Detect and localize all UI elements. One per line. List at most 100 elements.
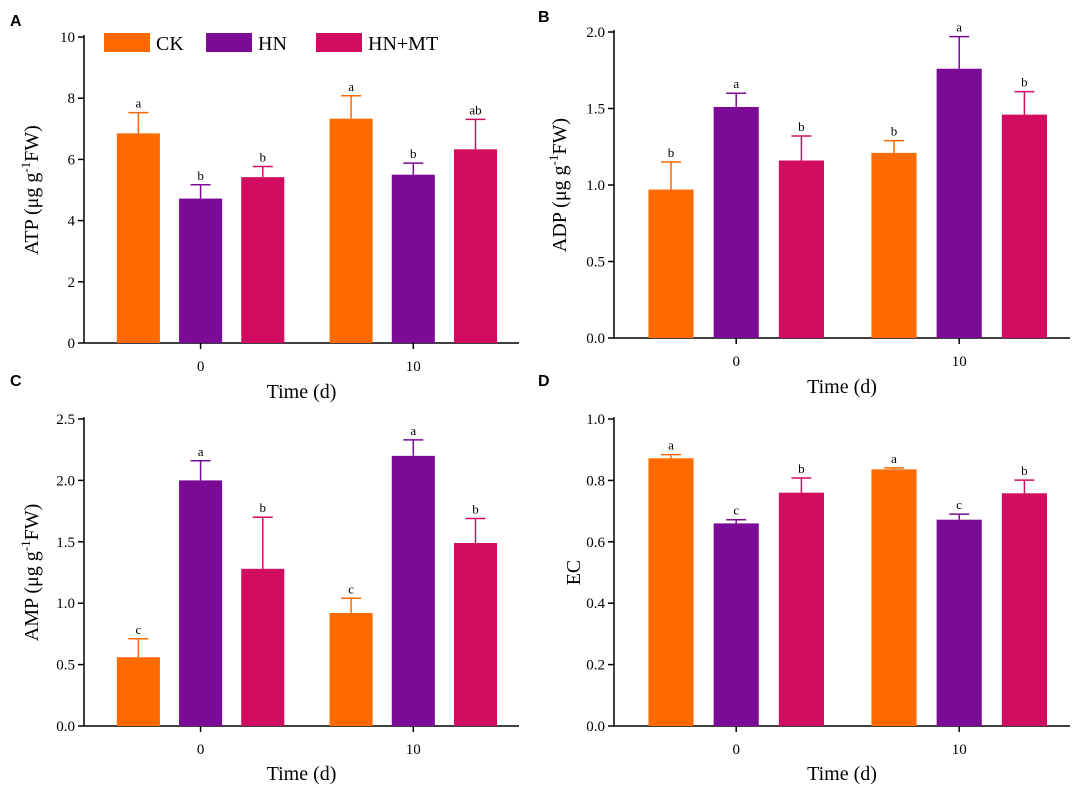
significance-letter: a (956, 20, 962, 35)
y-tick-label: 0.2 (586, 658, 605, 674)
bar (778, 492, 824, 726)
x-axis-title: Time (d) (267, 381, 337, 403)
significance-letter: b (798, 119, 805, 134)
bar (936, 519, 982, 726)
y-tick-label: 10 (60, 30, 75, 46)
bar (391, 455, 435, 726)
x-axis-title: Time (d) (807, 376, 877, 398)
y-tick-label: 0 (68, 336, 76, 352)
significance-letter: b (668, 145, 675, 160)
x-tick-label: 0 (197, 359, 205, 375)
panel-letter: D (538, 373, 550, 390)
y-axis-title-main: AMP (μg g (21, 551, 43, 641)
y-tick-label: 2.0 (586, 25, 605, 41)
bar (1001, 493, 1047, 726)
panel-D: D 0.0 0.2 0.4 0.6 0.8 1.0 0 10 Time (d) EC a a c c b b (538, 373, 1070, 785)
y-axis-title-superscript: -1 (546, 155, 561, 166)
x-tick-label: 0 (197, 742, 205, 758)
bar (116, 133, 160, 343)
significance-letter: a (135, 96, 141, 111)
significance-letter: b (260, 149, 267, 164)
y-tick-label: 2.0 (56, 473, 75, 489)
significance-letter: a (348, 79, 354, 94)
significance-letter: b (197, 168, 204, 183)
bar (241, 177, 285, 343)
y-tick-label: 1.0 (586, 178, 605, 194)
y-axis-title-main: ATP (μg g (21, 173, 43, 255)
y-axis-title-superscript: -1 (18, 162, 33, 173)
y-axis-title: ADP (μg g-1FW) (546, 118, 571, 252)
x-tick-label: 10 (406, 359, 421, 375)
panel-letter: C (10, 373, 22, 390)
bar (329, 118, 373, 344)
y-axis-title-unit: FW) (21, 504, 43, 541)
y-tick-label: 1.5 (56, 535, 75, 551)
x-axis-title: Time (d) (807, 763, 877, 785)
panel-B: B 0.0 0.5 1.0 1.5 2.0 0 10 Time (d) ADP (μg g-1FW… (538, 9, 1070, 398)
significance-letter: b (260, 500, 267, 515)
y-tick-label: 0.4 (586, 596, 605, 612)
y-tick-label: 8 (68, 91, 76, 107)
bar (648, 189, 694, 338)
significance-letter: b (1021, 463, 1028, 478)
legend: CK HN HN+MT (104, 33, 438, 55)
y-tick-label: 1.5 (586, 102, 605, 118)
panel-letter: A (10, 13, 22, 30)
significance-letter: c (956, 497, 962, 512)
bar (936, 68, 982, 338)
y-axis-title-unit: FW) (549, 118, 571, 155)
y-axis-title: EC (563, 560, 585, 586)
y-tick-label: 0.6 (586, 535, 605, 551)
legend-label: CK (156, 33, 184, 55)
y-tick-label: 0.0 (586, 719, 605, 735)
x-tick-label: 0 (732, 354, 740, 370)
bar (179, 198, 223, 343)
y-tick-label: 0.5 (586, 255, 605, 271)
y-tick-label: 6 (68, 152, 76, 168)
y-axis-title-superscript: -1 (18, 540, 33, 551)
significance-letter: a (733, 76, 739, 91)
legend-label: HN+MT (368, 33, 438, 55)
bar (778, 160, 824, 338)
panel-letter: B (538, 9, 550, 26)
bar (453, 149, 498, 343)
x-tick-label: 10 (952, 742, 967, 758)
x-tick-label: 10 (952, 354, 967, 370)
significance-letter: b (891, 124, 898, 139)
bar (1001, 114, 1047, 339)
bar (241, 568, 285, 726)
y-axis-title-main: EC (563, 560, 585, 586)
x-tick-label: 10 (406, 742, 421, 758)
significance-letter: b (798, 461, 805, 476)
x-tick-label: 0 (732, 742, 740, 758)
y-tick-label: 0.0 (586, 331, 605, 347)
y-tick-label: 0.5 (56, 658, 75, 674)
bar (391, 174, 435, 343)
significance-letter: b (1021, 75, 1028, 90)
y-tick-label: 1.0 (56, 596, 75, 612)
bar (871, 152, 917, 338)
y-axis-title: ATP (μg g-1FW) (18, 125, 43, 255)
significance-letter: a (891, 451, 897, 466)
bar (453, 543, 498, 726)
legend-swatch (206, 33, 252, 52)
significance-letter: b (410, 146, 417, 161)
panel-C: C 0.0 0.5 1.0 1.5 2.0 2.5 0 10 Time (d) AMP (μg g-… (10, 373, 519, 785)
bar (713, 106, 759, 338)
y-tick-label: 4 (68, 214, 76, 230)
y-axis-title-main: ADP (μg g (549, 165, 571, 252)
bar (648, 458, 694, 726)
y-tick-label: 0.0 (56, 719, 75, 735)
significance-letter: b (472, 501, 479, 516)
bar (713, 523, 759, 726)
significance-letter: a (668, 438, 674, 453)
bar (179, 480, 223, 726)
y-tick-label: 0.8 (586, 473, 605, 489)
significance-letter: a (198, 444, 204, 459)
y-axis-title: AMP (μg g-1FW) (18, 504, 43, 642)
significance-letter: a (410, 423, 416, 438)
legend-swatch (104, 33, 150, 52)
y-axis-title-unit: FW) (21, 125, 43, 162)
